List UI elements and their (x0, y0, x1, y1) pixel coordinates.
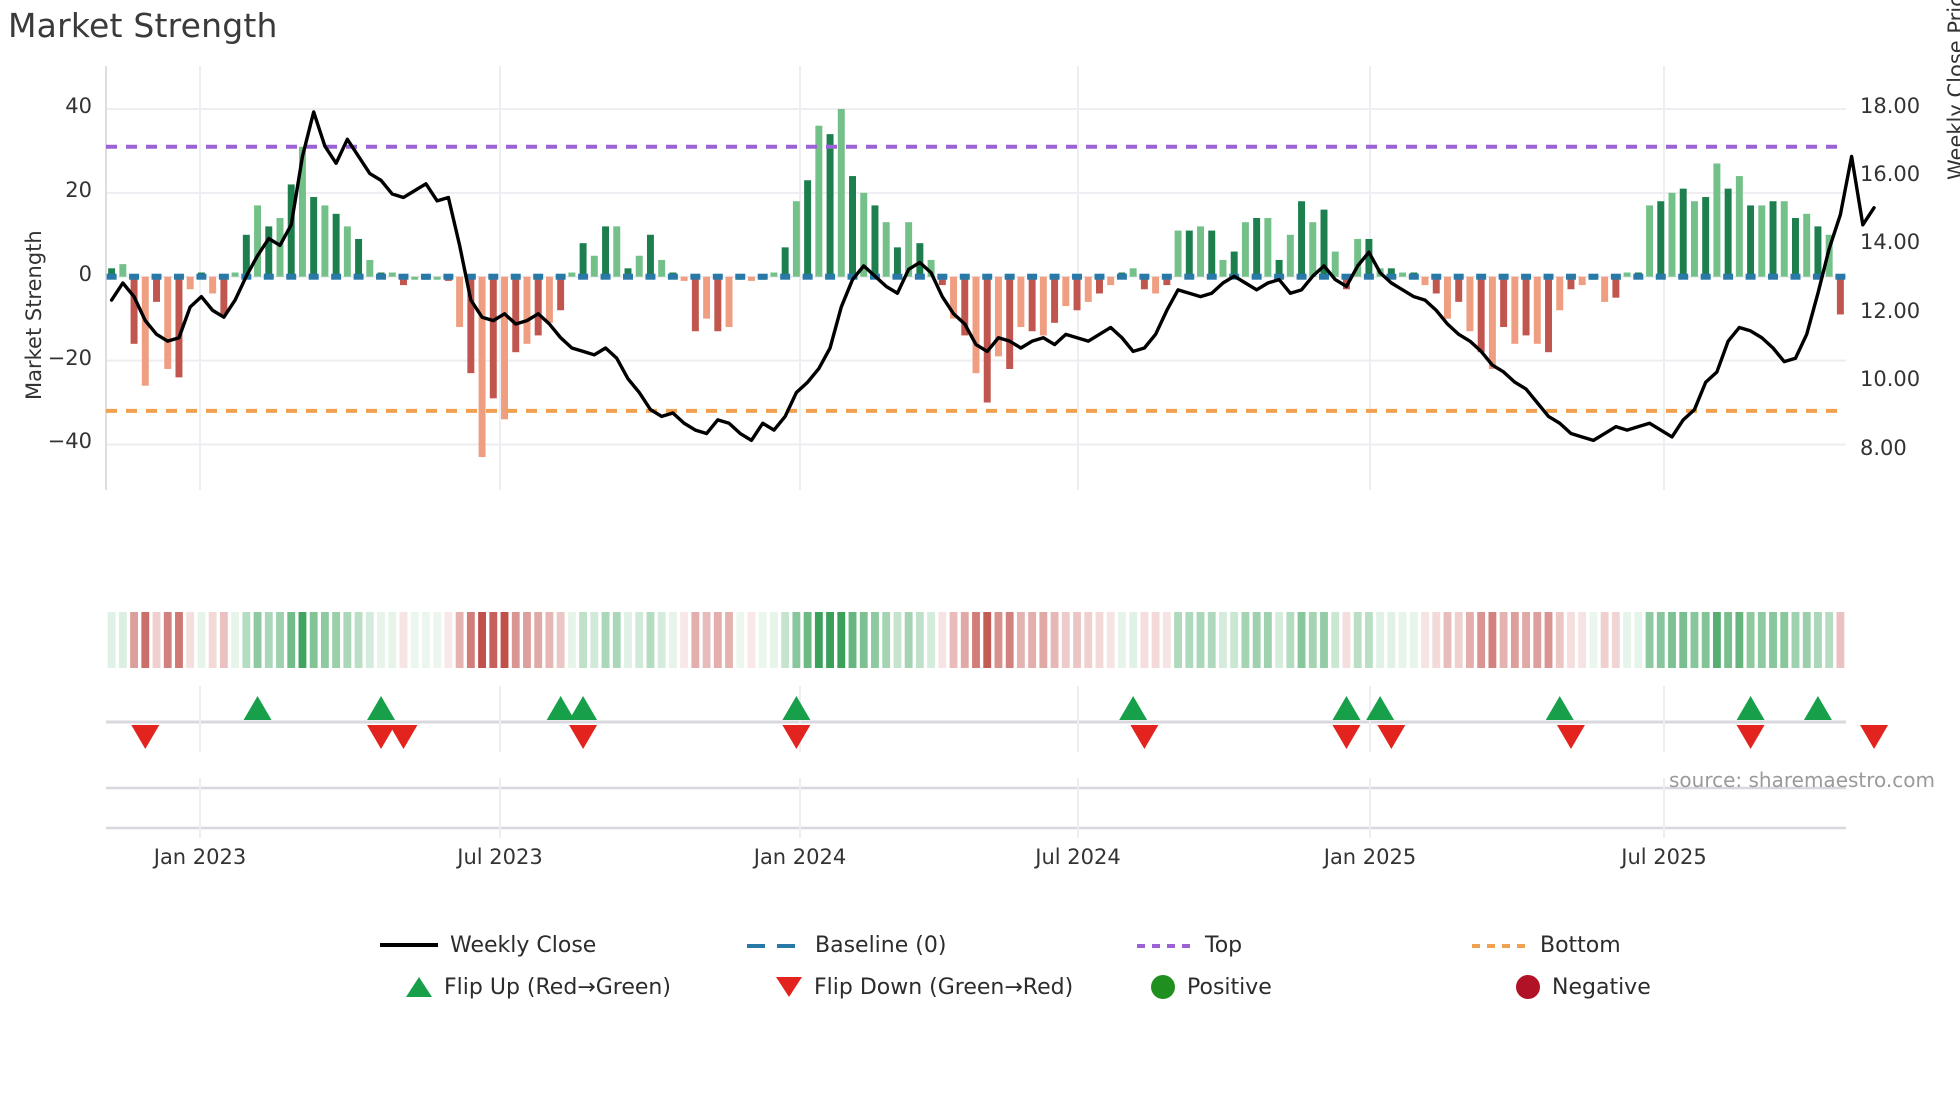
legend-item[interactable]: Flip Down (Green→Red) (760, 967, 1073, 1007)
y-axis-left-tick: −40 (47, 429, 92, 454)
x-axis-tick: Jan 2025 (1323, 845, 1417, 869)
circle-green-icon (1151, 975, 1175, 999)
x-axis-tick: Jul 2025 (1621, 845, 1707, 869)
legend-row-secondary: Flip Up (Red→Green) Flip Down (Green→Red)… (0, 967, 1960, 1007)
dashed-line-blue-icon (745, 933, 803, 957)
legend-item[interactable]: Flip Up (Red→Green) (390, 967, 671, 1007)
x-axis-tick: Jul 2023 (457, 845, 543, 869)
dotted-line-orange-icon (1470, 933, 1528, 957)
x-axis-tick: Jan 2024 (753, 845, 847, 869)
y-axis-right-tick: 14.00 (1860, 230, 1921, 255)
legend-label: Negative (1552, 974, 1651, 1000)
x-axis-tick: Jan 2023 (153, 845, 247, 869)
y-axis-left-tick: 40 (65, 93, 92, 118)
legend-row-primary: Weekly Close Baseline (0) Top Bottom (0, 925, 1960, 965)
legend-label: Flip Up (Red→Green) (444, 974, 671, 1000)
legend-item[interactable]: Negative (1500, 967, 1651, 1007)
legend-label: Positive (1187, 974, 1272, 1000)
y-axis-left-tick: 0 (78, 261, 92, 286)
legend-item[interactable]: Top (1135, 925, 1242, 965)
y-axis-left-tick: 20 (65, 177, 92, 202)
legend-item[interactable]: Positive (1135, 967, 1272, 1007)
weekly-close-line (109, 110, 1876, 443)
strength-heatmap-strip (107, 612, 1845, 668)
triangle-down-red-icon (776, 977, 802, 997)
legend-label: Baseline (0) (815, 932, 947, 958)
triangle-up-green-icon (406, 977, 432, 997)
legend-item[interactable]: Baseline (0) (745, 925, 946, 965)
legend-item[interactable]: Weekly Close (380, 925, 596, 965)
y-axis-right-tick: 8.00 (1860, 435, 1907, 460)
circle-red-icon (1516, 975, 1540, 999)
footer-rules (106, 778, 1846, 838)
solid-line-black-icon (380, 933, 438, 957)
y-axis-left-tick: −20 (47, 345, 92, 370)
source-credit: source: sharemaestro.com (1669, 768, 1935, 792)
legend-item[interactable]: Bottom (1470, 925, 1621, 965)
legend-label: Bottom (1540, 932, 1621, 958)
legend-label: Top (1205, 932, 1243, 958)
chart-legend: Weekly Close Baseline (0) Top Bottom Flip U… (0, 925, 1960, 1015)
page-title: Market Strength (8, 6, 278, 45)
y-axis-right-tick: 12.00 (1860, 298, 1921, 323)
y-axis-right-tick: 18.00 (1860, 93, 1921, 118)
y-axis-right-tick: 10.00 (1860, 367, 1921, 392)
legend-label: Weekly Close (450, 932, 597, 958)
flip-marker-band (106, 686, 1889, 752)
y-axis-right-tick: 16.00 (1860, 161, 1921, 186)
legend-label: Flip Down (Green→Red) (814, 974, 1074, 1000)
strength-bars (108, 108, 1844, 458)
reference-lines (106, 144, 1846, 413)
dotted-line-purple-icon (1135, 933, 1193, 957)
x-axis-tick: Jul 2024 (1035, 845, 1121, 869)
